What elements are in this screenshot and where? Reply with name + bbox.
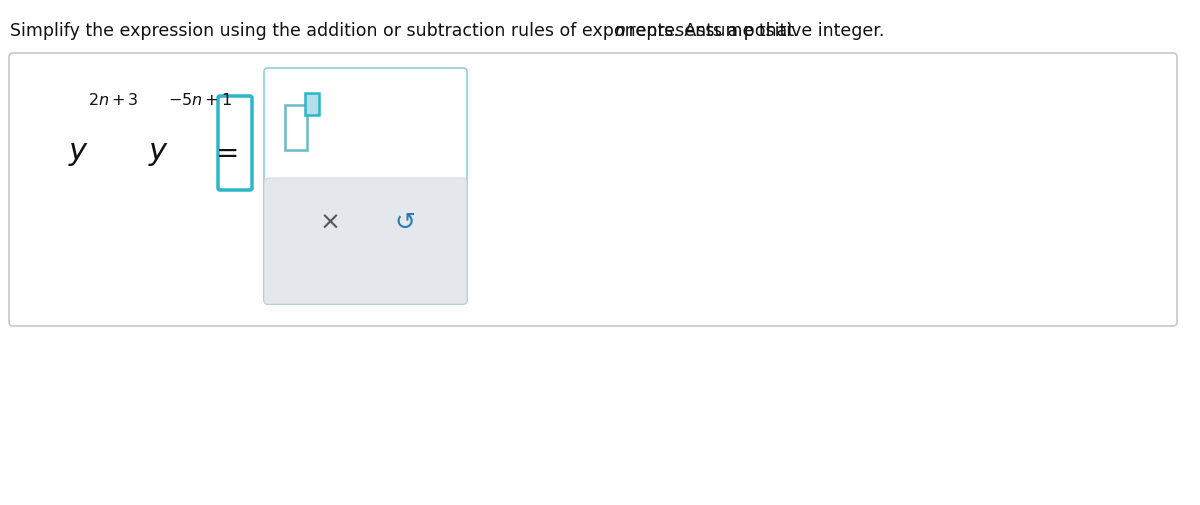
FancyBboxPatch shape xyxy=(13,57,1174,322)
Text: n: n xyxy=(614,22,626,40)
FancyBboxPatch shape xyxy=(264,68,467,304)
Text: $y$: $y$ xyxy=(68,139,89,168)
Text: Simplify the expression using the addition or subtraction rules of exponents. As: Simplify the expression using the additi… xyxy=(10,22,799,40)
FancyBboxPatch shape xyxy=(264,178,467,304)
Text: $2n+3$: $2n+3$ xyxy=(88,92,139,108)
FancyBboxPatch shape xyxy=(10,53,1177,326)
Text: $=$: $=$ xyxy=(210,138,238,166)
Text: represents a positive integer.: represents a positive integer. xyxy=(623,22,884,40)
Text: ↺: ↺ xyxy=(395,211,415,235)
FancyBboxPatch shape xyxy=(286,105,307,150)
Text: ×: × xyxy=(319,211,341,235)
FancyBboxPatch shape xyxy=(305,93,319,115)
Text: $y$: $y$ xyxy=(148,139,169,168)
Text: $-5n+1$: $-5n+1$ xyxy=(168,92,232,108)
FancyBboxPatch shape xyxy=(218,96,252,190)
